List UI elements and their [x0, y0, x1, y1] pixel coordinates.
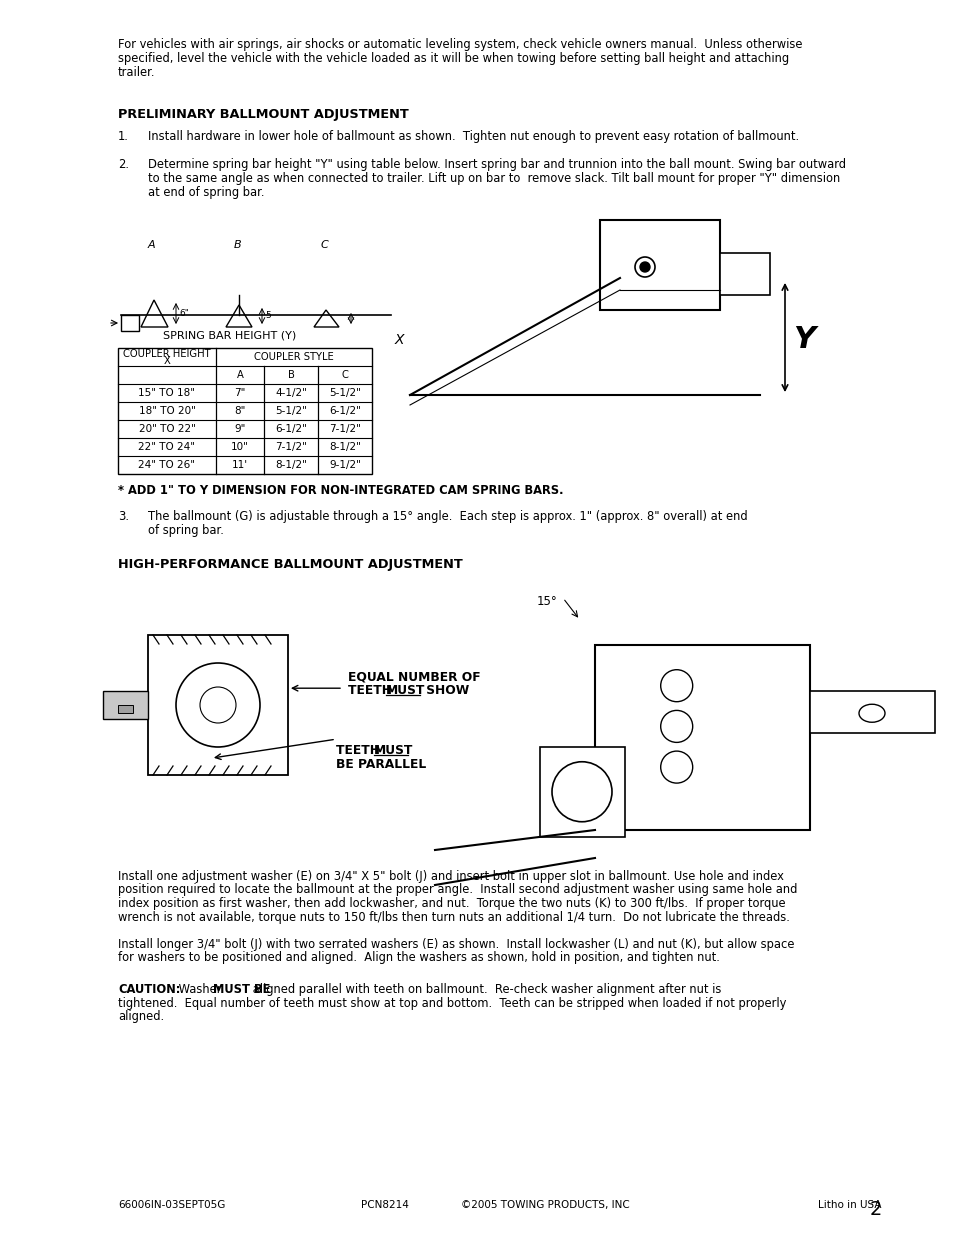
Text: MUST: MUST [386, 684, 425, 697]
Text: 6-1/2": 6-1/2" [274, 424, 307, 433]
Text: 22" TO 24": 22" TO 24" [138, 442, 195, 452]
Text: 5-1/2": 5-1/2" [274, 406, 307, 416]
Text: index position as first washer, then add lockwasher, and nut.  Torque the two nu: index position as first washer, then add… [118, 897, 785, 910]
Text: 2: 2 [869, 1200, 882, 1219]
Text: 24" TO 26": 24" TO 26" [138, 459, 195, 471]
Text: B: B [233, 240, 241, 249]
Text: B: B [287, 370, 294, 380]
Text: Washer: Washer [174, 983, 225, 995]
Text: SPRING BAR HEIGHT (Y): SPRING BAR HEIGHT (Y) [163, 330, 296, 340]
Text: for washers to be positioned and aligned.  Align the washers as shown, hold in p: for washers to be positioned and aligned… [118, 951, 720, 965]
Text: 4-1/2": 4-1/2" [274, 388, 307, 398]
Text: 18" TO 20": 18" TO 20" [138, 406, 195, 416]
Text: 7-1/2": 7-1/2" [329, 424, 360, 433]
Text: tightened.  Equal number of teeth must show at top and bottom.  Teeth can be str: tightened. Equal number of teeth must sh… [118, 997, 785, 1009]
Bar [599, 220, 720, 310]
Text: C: C [341, 370, 348, 380]
Text: 3.: 3. [118, 510, 129, 522]
Text: 9-1/2": 9-1/2" [329, 459, 360, 471]
Bar [103, 692, 148, 719]
Text: 11': 11' [232, 459, 248, 471]
Text: * ADD 1" TO Y DIMENSION FOR NON-INTEGRATED CAM SPRING BARS.: * ADD 1" TO Y DIMENSION FOR NON-INTEGRAT… [118, 484, 563, 496]
Text: 20" TO 22": 20" TO 22" [138, 424, 195, 433]
Text: 9": 9" [234, 424, 246, 433]
Text: MUST BE: MUST BE [213, 983, 270, 995]
Text: 8-1/2": 8-1/2" [274, 459, 307, 471]
Text: 8-1/2": 8-1/2" [329, 442, 360, 452]
Text: TEETH: TEETH [348, 684, 395, 697]
Text: wrench is not available, torque nuts to 150 ft/lbs then turn nuts an additional : wrench is not available, torque nuts to … [118, 910, 789, 924]
Text: PRELIMINARY BALLMOUNT ADJUSTMENT: PRELIMINARY BALLMOUNT ADJUSTMENT [118, 107, 408, 121]
Text: Install longer 3/4" bolt (J) with two serrated washers (E) as shown.  Install lo: Install longer 3/4" bolt (J) with two se… [118, 939, 794, 951]
Text: EQUAL NUMBER OF: EQUAL NUMBER OF [348, 671, 480, 683]
Text: COUPLER HEIGHT: COUPLER HEIGHT [123, 350, 211, 359]
Text: MUST: MUST [374, 745, 413, 757]
Bar [118, 705, 132, 713]
Bar [539, 747, 624, 837]
Text: 7-1/2": 7-1/2" [274, 442, 307, 452]
Text: 5-1/2": 5-1/2" [329, 388, 360, 398]
Text: HIGH-PERFORMANCE BALLMOUNT ADJUSTMENT: HIGH-PERFORMANCE BALLMOUNT ADJUSTMENT [118, 558, 462, 571]
Bar [595, 645, 809, 830]
Text: For vehicles with air springs, air shocks or automatic leveling system, check ve: For vehicles with air springs, air shock… [118, 38, 801, 51]
Text: position required to locate the ballmount at the proper angle.  Install second a: position required to locate the ballmoun… [118, 883, 797, 897]
Text: 1.: 1. [118, 130, 129, 143]
Text: to the same angle as when connected to trailer. Lift up on bar to  remove slack.: to the same angle as when connected to t… [148, 172, 840, 185]
Text: aligned.: aligned. [118, 1010, 164, 1023]
Text: COUPLER STYLE: COUPLER STYLE [253, 352, 334, 362]
Text: 8": 8" [234, 406, 246, 416]
Text: 10": 10" [231, 442, 249, 452]
Text: The ballmount (G) is adjustable through a 15° angle.  Each step is approx. 1" (a: The ballmount (G) is adjustable through … [148, 510, 747, 522]
Text: Install one adjustment washer (E) on 3/4" X 5" bolt (J) and insert bolt in upper: Install one adjustment washer (E) on 3/4… [118, 869, 783, 883]
Text: BE PARALLEL: BE PARALLEL [335, 758, 426, 771]
Text: 7": 7" [234, 388, 246, 398]
Text: Y: Y [792, 326, 814, 354]
Circle shape [639, 262, 649, 272]
Text: ©2005 TOWING PRODUCTS, INC: ©2005 TOWING PRODUCTS, INC [460, 1200, 629, 1210]
Text: A: A [236, 370, 243, 380]
Text: 66006IN-03SEPT05G: 66006IN-03SEPT05G [118, 1200, 225, 1210]
Text: 6": 6" [179, 309, 189, 317]
Bar [809, 692, 934, 734]
Text: PCN8214: PCN8214 [360, 1200, 409, 1210]
Text: 15°: 15° [537, 595, 558, 608]
Text: of spring bar.: of spring bar. [148, 524, 224, 537]
Bar [121, 315, 139, 331]
Text: TEETH: TEETH [335, 745, 384, 757]
Text: aligned parallel with teeth on ballmount.  Re-check washer alignment after nut i: aligned parallel with teeth on ballmount… [249, 983, 720, 995]
Text: 5: 5 [265, 311, 271, 321]
Text: 6-1/2": 6-1/2" [329, 406, 360, 416]
Bar [148, 635, 288, 776]
Text: X: X [163, 356, 171, 366]
Text: 15" TO 18": 15" TO 18" [138, 388, 195, 398]
Bar [720, 253, 769, 295]
Text: X: X [395, 333, 404, 347]
Text: Determine spring bar height "Y" using table below. Insert spring bar and trunnio: Determine spring bar height "Y" using ta… [148, 158, 845, 170]
Text: at end of spring bar.: at end of spring bar. [148, 186, 264, 199]
Text: A: A [148, 240, 155, 249]
Text: Install hardware in lower hole of ballmount as shown.  Tighten nut enough to pre: Install hardware in lower hole of ballmo… [148, 130, 799, 143]
Text: trailer.: trailer. [118, 65, 155, 79]
Text: CAUTION:: CAUTION: [118, 983, 180, 995]
Bar [118, 348, 372, 474]
Text: 2.: 2. [118, 158, 129, 170]
Text: Litho in USA: Litho in USA [817, 1200, 881, 1210]
Text: C: C [320, 240, 329, 249]
Text: specified, level the vehicle with the vehicle loaded as it will be when towing b: specified, level the vehicle with the ve… [118, 52, 788, 65]
Text: SHOW: SHOW [421, 684, 469, 697]
